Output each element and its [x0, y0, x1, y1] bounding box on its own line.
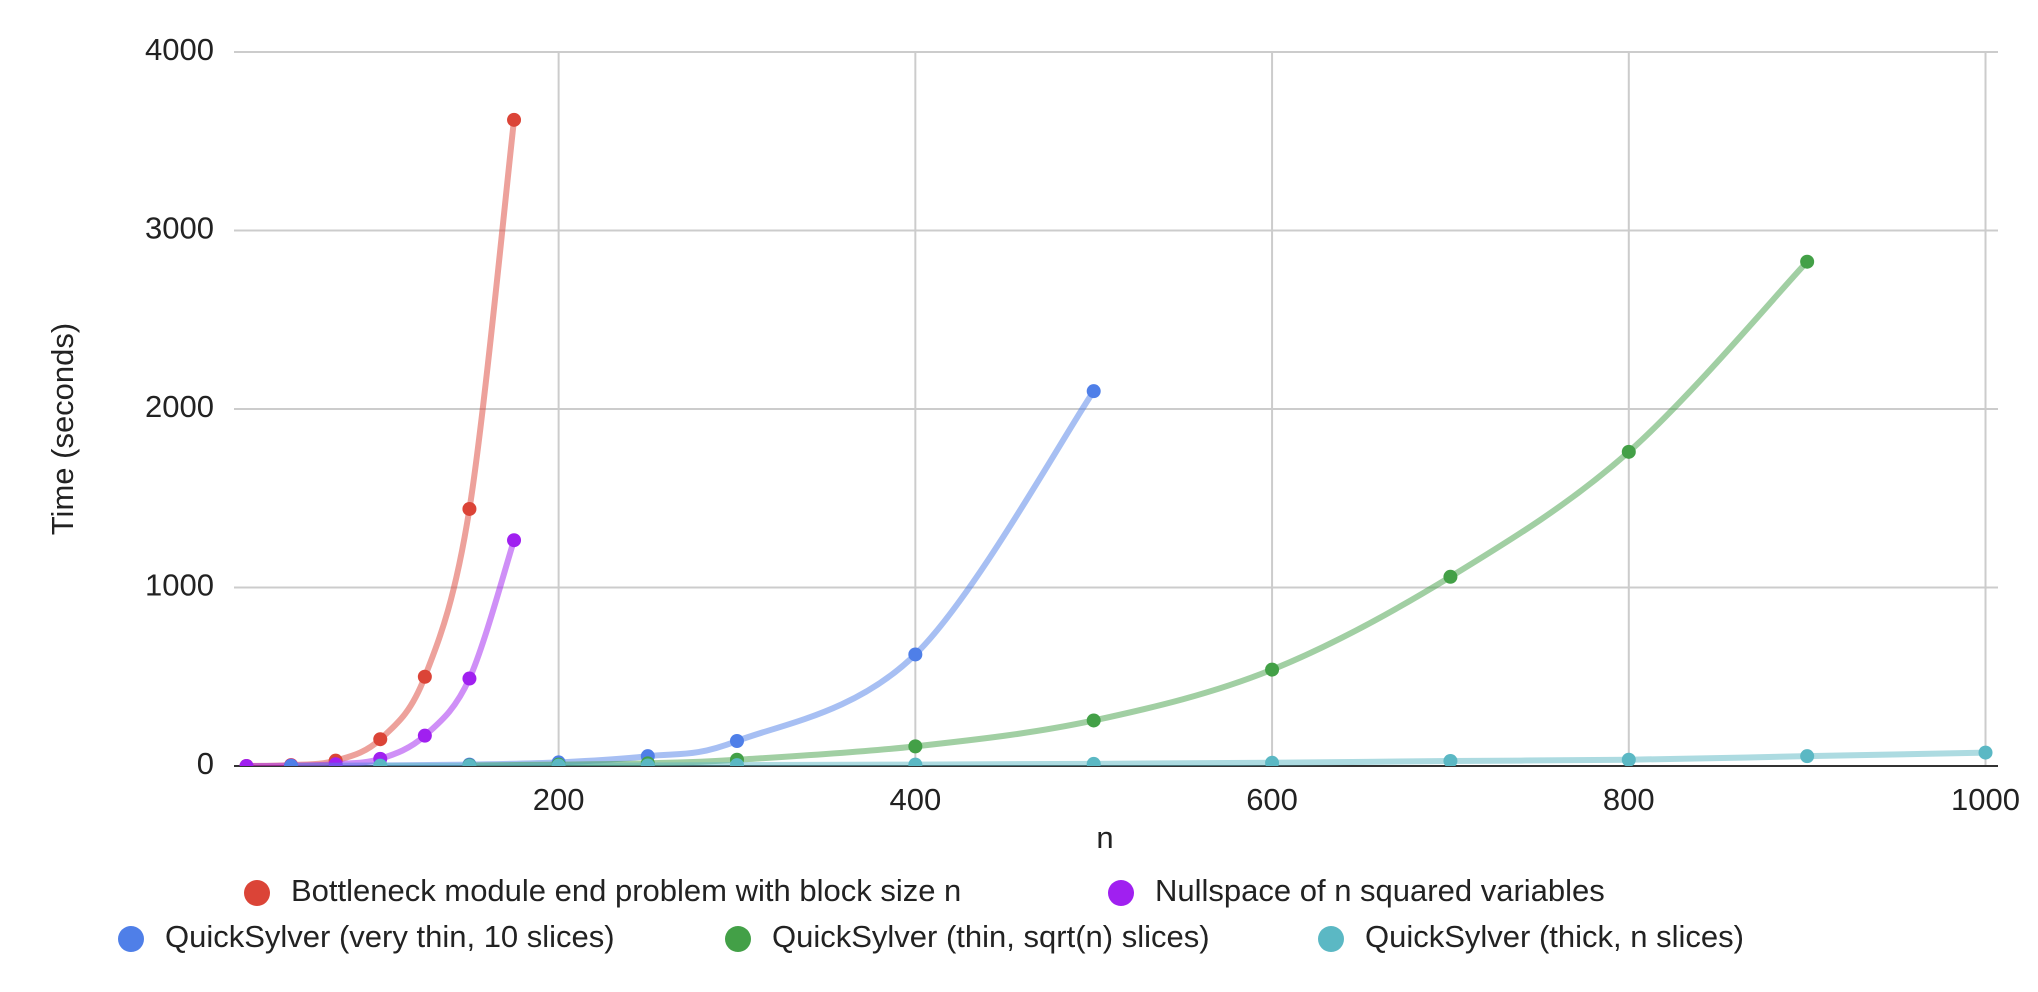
data-point: [729, 758, 744, 766]
y-tick-label: 2000: [145, 389, 214, 424]
legend-label: QuickSylver (thick, n slices): [1365, 919, 1744, 954]
data-point: [1443, 569, 1458, 584]
data-point: [1978, 745, 1993, 760]
data-point: [1086, 384, 1101, 399]
legend-marker: [725, 926, 751, 952]
data-point: [417, 728, 432, 743]
data-point: [640, 758, 655, 766]
data-point: [373, 732, 388, 747]
series-line: [469, 259, 1810, 766]
y-axis-title: Time (seconds): [45, 323, 80, 535]
data-point: [908, 757, 923, 766]
data-point: [507, 112, 522, 127]
data-point: [462, 758, 477, 766]
data-point: [551, 758, 566, 766]
y-tick-label: 1000: [145, 568, 214, 603]
data-point: [373, 758, 388, 766]
data-point: [1621, 752, 1636, 766]
data-point: [1621, 444, 1636, 459]
legend-label: Bottleneck module end problem with block…: [291, 873, 961, 908]
data-point: [284, 758, 299, 766]
x-tick-label: 1000: [1951, 782, 2020, 817]
x-axis-title: n: [1096, 820, 1113, 855]
x-tick-label: 400: [889, 782, 941, 817]
data-point: [1265, 662, 1280, 677]
data-point: [462, 501, 477, 516]
data-point: [507, 533, 522, 548]
series-line: [246, 539, 517, 766]
data-point: [417, 669, 432, 684]
data-point: [1800, 749, 1815, 764]
legend-label: QuickSylver (very thin, 10 slices): [165, 919, 615, 954]
data-point: [908, 739, 923, 754]
x-tick-label: 200: [533, 782, 585, 817]
x-tick-label: 600: [1246, 782, 1298, 817]
data-point: [239, 759, 254, 766]
legend-label: QuickSylver (thin, sqrt(n) slices): [772, 919, 1210, 954]
data-point: [729, 734, 744, 749]
legend-marker: [1318, 926, 1344, 952]
plot-area: [239, 112, 1993, 766]
y-tick-label: 3000: [145, 211, 214, 246]
x-tick-label: 800: [1603, 782, 1655, 817]
data-point: [1443, 754, 1458, 766]
y-tick-label: 4000: [145, 32, 214, 67]
legend-marker: [244, 880, 270, 906]
data-point: [908, 647, 923, 662]
data-point: [462, 671, 477, 686]
legend-marker: [1108, 880, 1134, 906]
data-point: [1086, 713, 1101, 728]
legend-marker: [118, 926, 144, 952]
data-point: [1086, 756, 1101, 766]
y-tick-label: 0: [197, 746, 214, 781]
legend-label: Nullspace of n squared variables: [1155, 873, 1605, 908]
data-point: [1800, 254, 1815, 269]
data-point: [1265, 755, 1280, 766]
